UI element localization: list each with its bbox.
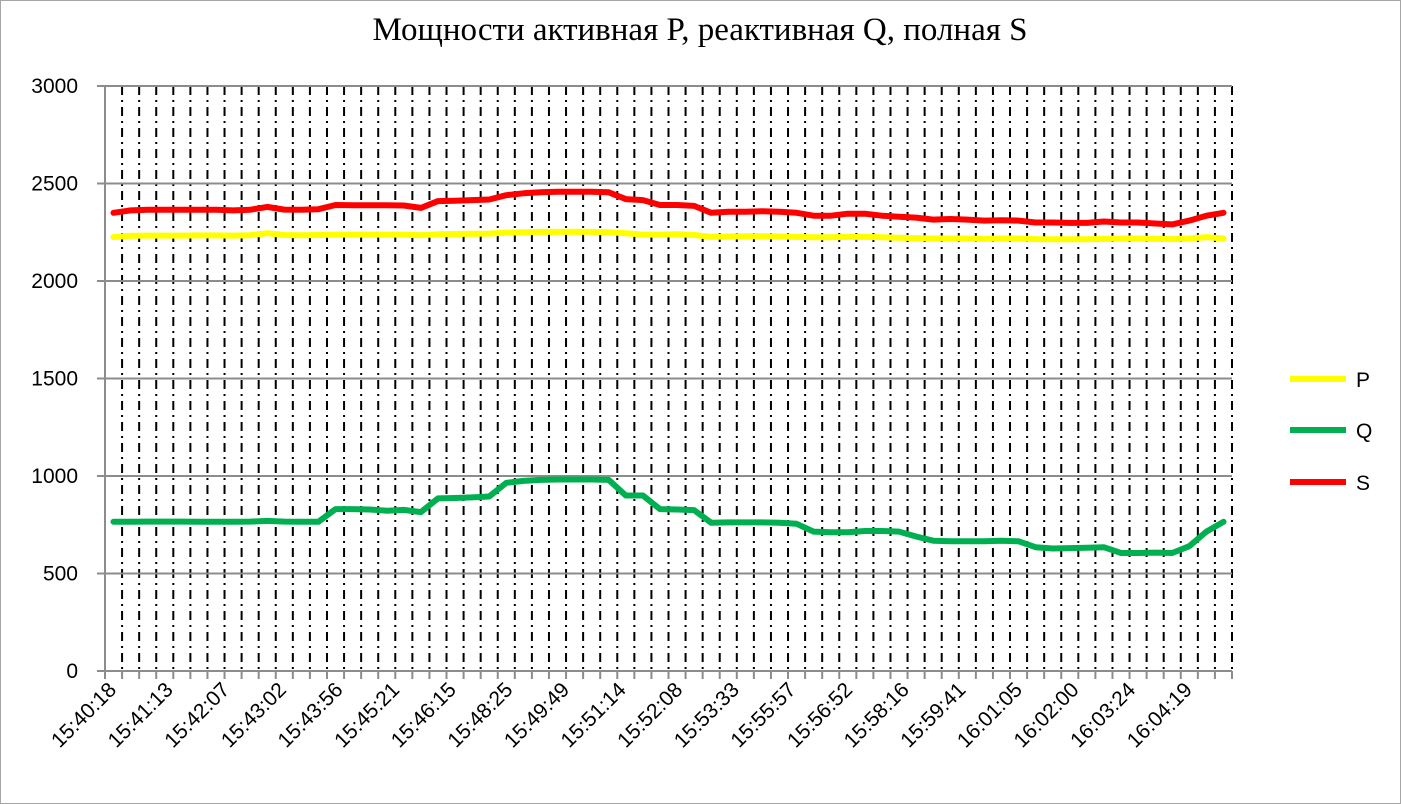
y-tick-label: 1500 (31, 368, 78, 391)
legend-label-S: S (1356, 472, 1370, 495)
legend: P Q S (1290, 369, 1372, 495)
chart-title: Мощности активная P, реактивная Q, полна… (372, 12, 1027, 48)
series-line-P (110, 228, 1227, 243)
y-tick-label: 500 (43, 563, 78, 586)
axes: 05001000150020002500300015:40:1815:41:13… (31, 75, 1233, 752)
y-tick-label: 2000 (31, 270, 78, 293)
legend-label-P: P (1356, 369, 1370, 392)
y-tick-label: 3000 (31, 75, 78, 98)
y-tick-label: 0 (66, 660, 78, 683)
y-tick-label: 2500 (31, 173, 78, 196)
series-lines (110, 188, 1227, 556)
series-line-S (110, 188, 1227, 228)
y-tick-label: 1000 (31, 465, 78, 488)
series-line-Q (110, 476, 1227, 556)
legend-label-Q: Q (1356, 420, 1372, 443)
gridlines (97, 85, 1233, 672)
